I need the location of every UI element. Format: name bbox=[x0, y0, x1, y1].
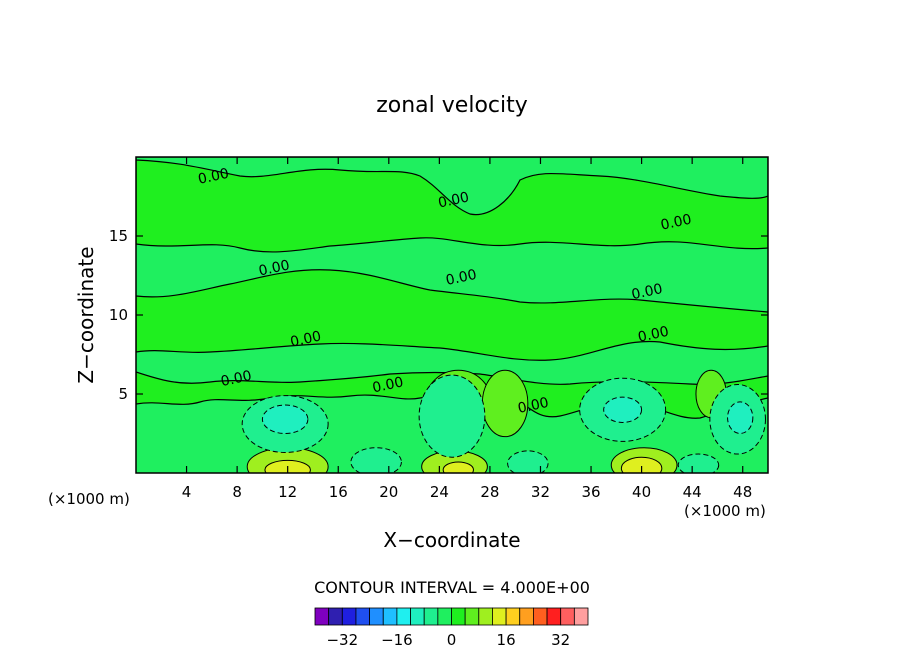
x-axis-label: X−coordinate bbox=[383, 528, 520, 552]
contour-label-0: 0.00 bbox=[197, 166, 231, 188]
contour-label-9: 0.00 bbox=[371, 374, 405, 396]
y-tick-label-15: 15 bbox=[109, 227, 128, 245]
colorbar-swatch-3 bbox=[355, 607, 371, 626]
mid-positive-band bbox=[136, 269, 768, 361]
x-unit-left: (×1000 m) bbox=[48, 490, 130, 508]
x-tick-label-20: 20 bbox=[379, 483, 398, 501]
contour-label-1: 0.00 bbox=[437, 189, 471, 211]
x-tick-label-28: 28 bbox=[480, 483, 499, 501]
x-tick-label-40: 40 bbox=[632, 483, 651, 501]
x-tick-label-16: 16 bbox=[329, 483, 348, 501]
colorbar-swatch-6 bbox=[396, 607, 411, 626]
colorbar-swatch-11 bbox=[464, 607, 480, 626]
colorbar-swatch-10 bbox=[451, 607, 466, 626]
y-tick-label-10: 10 bbox=[109, 306, 128, 324]
positive-contour-region-7 bbox=[442, 461, 474, 473]
colorbar-tick-label-16: 16 bbox=[497, 631, 516, 649]
negative-contour-region-10 bbox=[418, 374, 486, 458]
x-tick-label-12: 12 bbox=[278, 483, 297, 501]
colorbar-tick-label-32: 32 bbox=[551, 631, 570, 649]
colorbar-swatch-5 bbox=[382, 607, 398, 626]
contour-labels: 0.00 0.00 0.00 0.00 0.00 0.00 0.00 0.00 0.00 0.00… bbox=[197, 166, 693, 417]
plot-area: 0.00 0.00 0.00 0.00 0.00 0.00 0.00 0.00 0.00 0.00… bbox=[135, 156, 769, 474]
colorbar-swatch-16 bbox=[533, 607, 548, 626]
contour-regions bbox=[241, 369, 766, 473]
y-tick-label-5: 5 bbox=[118, 385, 128, 403]
negative-contour-region-16 bbox=[261, 404, 309, 434]
y-axis: 5 10 15 bbox=[109, 227, 768, 403]
x-unit-right: (×1000 m) bbox=[684, 502, 766, 520]
contour-label-5: 0.00 bbox=[630, 281, 664, 303]
x-tick-label-24: 24 bbox=[430, 483, 449, 501]
colorbar-swatch-17 bbox=[546, 607, 562, 626]
x-tick-label-4: 4 bbox=[182, 483, 192, 501]
contour-label-6: 0.00 bbox=[289, 328, 323, 350]
chart-title: zonal velocity bbox=[376, 93, 528, 118]
colorbar-tick-label--32: −32 bbox=[326, 631, 358, 649]
contour-interval-label: CONTOUR INTERVAL = 4.000E+00 bbox=[314, 578, 590, 597]
contour-label-10: 0.00 bbox=[516, 395, 550, 417]
upper-inner-band bbox=[136, 157, 768, 216]
colorbar-tick-label--16: −16 bbox=[381, 631, 413, 649]
x-tick-label-44: 44 bbox=[683, 483, 702, 501]
negative-contour-region-15 bbox=[677, 453, 720, 473]
colorbar-swatch-14 bbox=[505, 607, 521, 626]
negative-contour-region-14 bbox=[507, 450, 549, 473]
colorbar-swatch-12 bbox=[478, 607, 493, 626]
colorbar-swatch-1 bbox=[328, 607, 343, 626]
x-tick-label-48: 48 bbox=[733, 483, 752, 501]
colorbar-swatch-18 bbox=[560, 607, 575, 626]
contour-label-8: 0.00 bbox=[219, 368, 253, 390]
negative-contour-region-17 bbox=[603, 396, 643, 423]
x-axis: 4 8 12 16 20 24 28 32 36 40 44 48 bbox=[182, 157, 752, 501]
positive-contour-region-8 bbox=[620, 456, 663, 473]
colorbar: −32 −16 0 16 32 bbox=[314, 607, 589, 649]
colorbar-swatch-7 bbox=[410, 607, 425, 626]
colorbar-swatch-19 bbox=[573, 607, 589, 626]
colorbar-tick-label-0: 0 bbox=[447, 631, 457, 649]
colorbar-swatch-15 bbox=[519, 607, 534, 626]
colorbar-swatch-0 bbox=[314, 607, 330, 626]
colorbar-swatch-13 bbox=[492, 607, 507, 626]
x-tick-label-8: 8 bbox=[232, 483, 242, 501]
y-axis-label: Z−coordinate bbox=[74, 246, 98, 383]
upper-positive-band bbox=[136, 157, 768, 253]
contour-label-7: 0.00 bbox=[636, 324, 670, 346]
contour-label-2: 0.00 bbox=[659, 212, 693, 234]
x-tick-label-36: 36 bbox=[581, 483, 600, 501]
colorbar-swatch-4 bbox=[369, 607, 384, 626]
colorbar-swatch-2 bbox=[341, 607, 357, 626]
contour-label-4: 0.00 bbox=[444, 267, 478, 289]
negative-contour-region-18 bbox=[727, 401, 754, 435]
negative-contour-region-13 bbox=[350, 447, 402, 473]
x-tick-label-32: 32 bbox=[531, 483, 550, 501]
contour-label-3: 0.00 bbox=[257, 257, 291, 279]
colorbar-swatch-9 bbox=[437, 607, 452, 626]
colorbar-swatch-8 bbox=[423, 607, 439, 626]
